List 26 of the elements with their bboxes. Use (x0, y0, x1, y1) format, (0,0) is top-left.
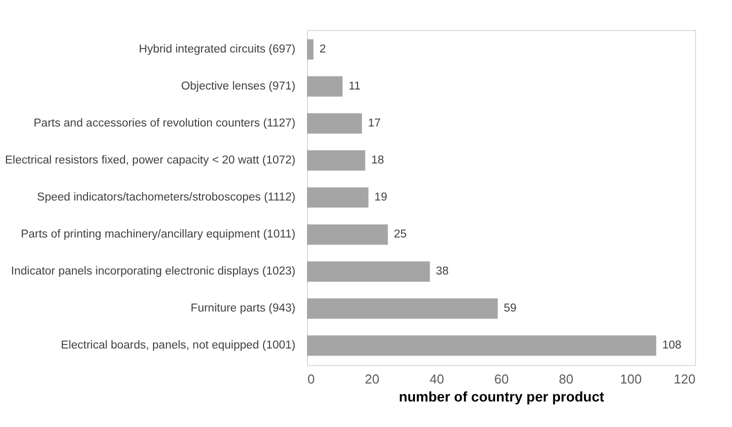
x-tick-label: 80 (558, 372, 574, 386)
data-label: 38 (436, 266, 449, 278)
x-tick-label: 20 (364, 372, 380, 386)
y-tick-label: Objective lenses (971) (181, 80, 296, 92)
x-tick-label: 40 (430, 372, 444, 386)
data-label: 19 (374, 192, 388, 204)
y-tick-label: Electrical resistors fixed, power capacity < 20 watt (1072) (5, 154, 296, 166)
data-label: 59 (504, 302, 517, 315)
y-tick-label: Electrical boards, panels, not equipped (1001) (60, 340, 296, 352)
y-tick-label: Parts and accessories of revolution counters (1127) (34, 117, 296, 130)
x-tick-label: 0 (308, 372, 315, 386)
data-label: 2 (319, 43, 326, 56)
x-tick-label: 120 (674, 372, 696, 386)
x-tick-label: 100 (620, 372, 642, 386)
x-axis-title: number of country per product (398, 388, 605, 404)
y-tick-label: Furniture parts (943) (190, 302, 296, 315)
data-label: 17 (368, 117, 381, 130)
y-tick-label: Indicator panels incorporating electronic displays (1023) (11, 266, 296, 278)
data-label: 25 (394, 228, 407, 241)
y-tick-label: Parts of printing machinery/ancillary equipment (1011) (20, 228, 296, 241)
data-label: 18 (371, 154, 384, 166)
y-tick-label: Speed indicators/tachometers/stroboscopes (1112) (37, 192, 296, 204)
data-label: 108 (662, 340, 682, 352)
data-label: 11 (348, 80, 361, 92)
y-tick-label: Hybrid integrated circuits (697) (138, 43, 296, 56)
x-tick-label: 60 (494, 372, 509, 386)
